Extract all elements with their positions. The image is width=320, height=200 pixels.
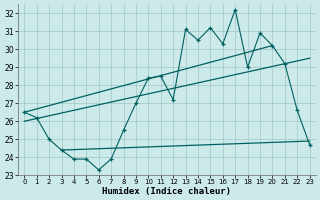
X-axis label: Humidex (Indice chaleur): Humidex (Indice chaleur) <box>102 187 231 196</box>
